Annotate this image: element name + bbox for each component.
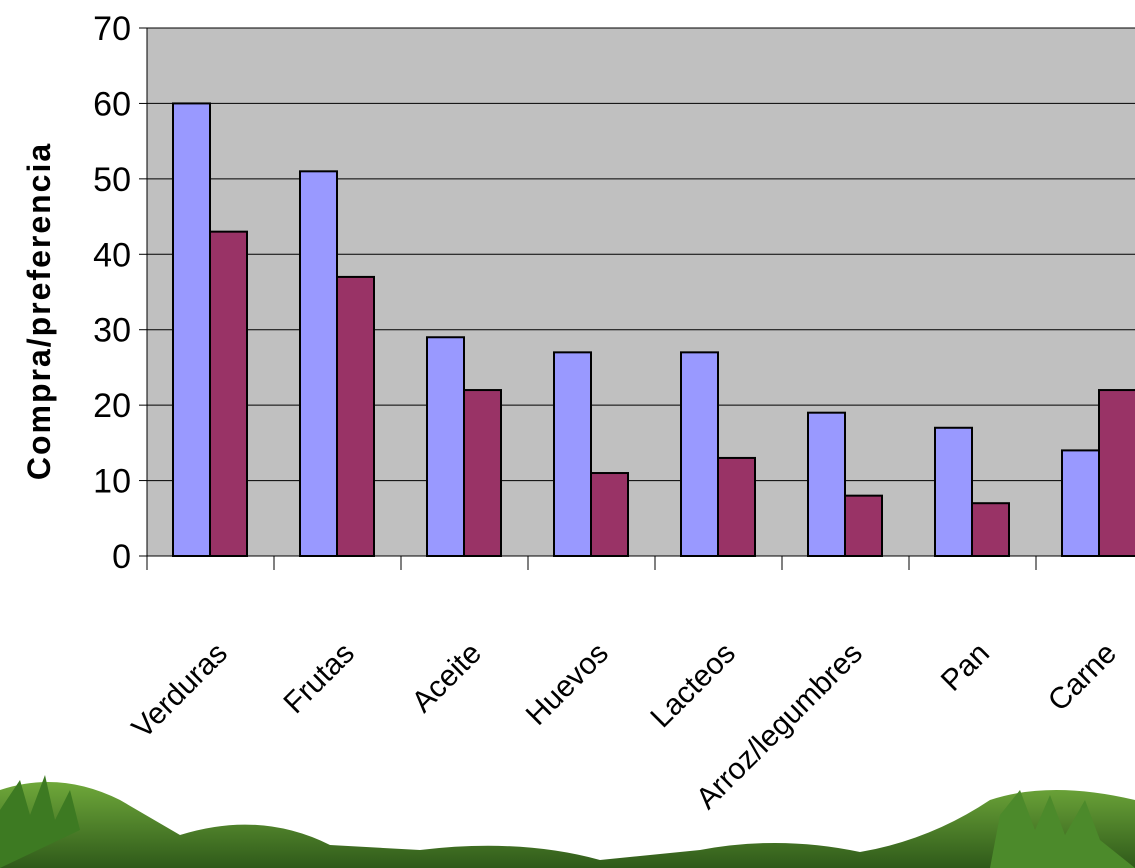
x-category-label: Verduras xyxy=(126,637,234,745)
bar-2-aceite xyxy=(463,389,502,557)
bar-1-lacteos xyxy=(680,351,719,558)
bar-1-huevos xyxy=(553,351,592,558)
bar-1-pan xyxy=(934,426,973,557)
y-tick-label: 20 xyxy=(93,387,131,425)
x-category-label: Lacteos xyxy=(644,637,742,735)
y-tick-label: 70 xyxy=(93,10,131,48)
bar-2-arroz-legumbres xyxy=(844,494,883,557)
bar-2-frutas xyxy=(336,275,375,557)
y-tick-label: 40 xyxy=(93,236,131,274)
bar-2-pan xyxy=(971,502,1010,558)
bar-1-arroz-legumbres xyxy=(807,411,846,557)
bar-2-verduras xyxy=(209,230,248,558)
y-tick-label: 0 xyxy=(112,538,131,576)
x-category-label: Pan xyxy=(935,637,996,698)
y-tick-label: 60 xyxy=(93,85,131,123)
x-category-label: Aceite xyxy=(406,637,488,719)
bar-2-huevos xyxy=(590,472,629,557)
x-category-label: Huevos xyxy=(520,637,615,732)
y-tick-label: 50 xyxy=(93,161,131,199)
y-tick-label: 30 xyxy=(93,312,131,350)
bar-1-carne xyxy=(1061,449,1100,557)
x-category-label: Carne xyxy=(1042,637,1123,718)
plot-area xyxy=(147,28,1135,556)
bar-2-lacteos xyxy=(717,456,756,558)
y-tick-label: 10 xyxy=(93,463,131,501)
bar-1-aceite xyxy=(426,336,465,557)
bar-2-carne xyxy=(1098,389,1135,557)
bar-1-frutas xyxy=(299,170,338,557)
y-axis-label: Compra/preferencia xyxy=(21,142,57,480)
bar-1-verduras xyxy=(172,102,211,558)
x-category-label: Frutas xyxy=(277,637,360,720)
grass-decoration xyxy=(0,775,1135,868)
